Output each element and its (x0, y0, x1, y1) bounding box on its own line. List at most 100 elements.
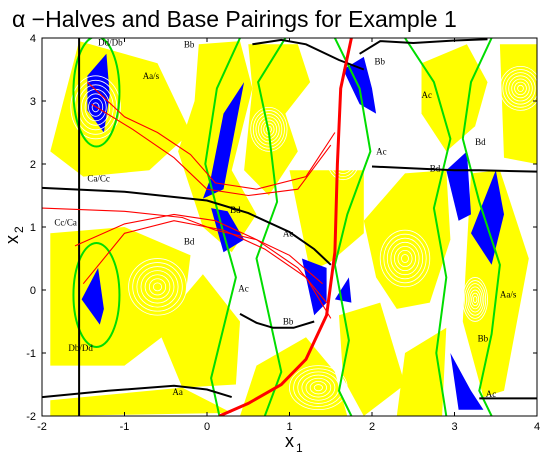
contour-ring-7-4 (467, 286, 483, 313)
contour-ring-4-2 (309, 380, 327, 395)
annotation-label-17: Aa/s (500, 290, 517, 300)
x-tick-label-4: 2 (369, 421, 375, 433)
separatrix-line-0 (42, 186, 332, 266)
contour-ring-6-6 (328, 138, 358, 178)
contour-ring-0-4 (140, 270, 175, 304)
alpha-half-region-6 (446, 151, 471, 221)
annotation-label-15: Bd (475, 137, 486, 147)
boundary-loop-lower (72, 242, 121, 349)
contour-ring-5-7 (70, 75, 121, 140)
x-axis-label-subscript: 1 (296, 441, 303, 455)
contour-ring-2-4 (390, 241, 420, 276)
alpha-half-region-8 (450, 353, 484, 410)
y-axis-ticks: -2 -1 0 1 2 3 4 (26, 33, 537, 423)
annotation-label-0: Dd/Db (98, 38, 123, 48)
contour-band-12 (421, 44, 488, 152)
contour-ring-3-4 (508, 75, 533, 102)
contour-ring-0-5 (136, 266, 179, 308)
contour-band-9 (363, 170, 451, 309)
contour-ring-1-4 (258, 116, 280, 143)
annotation-label-9: Bb (283, 317, 294, 327)
contour-ring-0-1 (152, 282, 162, 292)
contour-ring-1-7 (250, 106, 288, 152)
contour-ring-3-5 (505, 72, 536, 105)
contour-ring-5-5 (77, 84, 114, 131)
contour-ring-7-1 (472, 295, 478, 303)
y-tick-label-3: 1 (30, 222, 36, 234)
contour-ring-4-4 (301, 374, 336, 401)
contour-ring-7-2 (471, 292, 480, 307)
contour-ring-0-3 (144, 274, 171, 300)
boundary-curve-3 (404, 38, 452, 416)
contour-ring-6-4 (333, 144, 353, 171)
contour-ring-4-1 (313, 384, 323, 392)
contour-ring-4-6 (293, 368, 344, 407)
x-tick-label-5: 3 (451, 421, 457, 433)
boundary-curve-4 (461, 38, 501, 416)
contour-band-4 (157, 274, 240, 388)
boundary-curve-2 (333, 38, 372, 416)
x-tick-label-0: -2 (37, 421, 47, 433)
contour-band-8 (339, 302, 405, 416)
y-tick-label-1: -1 (26, 348, 36, 360)
trajectory-line-13 (218, 38, 353, 416)
alpha-half-region-2 (202, 82, 245, 199)
annotation-label-7: Ac (283, 228, 294, 238)
boundary-loop-upper (72, 38, 121, 148)
y-tick-label-0: -2 (26, 411, 36, 423)
contour-ring-2-6 (383, 233, 427, 284)
contour-ring-1-5 (255, 113, 283, 146)
contour-ring-7-3 (469, 289, 481, 310)
trajectory-line-10 (82, 220, 332, 319)
contour-ring-0-7 (128, 258, 187, 316)
separatrix-line-1 (239, 313, 315, 329)
contour-ring-3-3 (511, 78, 530, 99)
trajectory-line-9 (74, 213, 328, 303)
annotation-label-4: Cc/Ca (54, 218, 77, 228)
contour-ring-4-3 (305, 377, 332, 398)
annotation-label-6: Bd (184, 237, 195, 247)
chart-title: α −Halves and Base Pairings for Example … (12, 6, 457, 32)
trajectory-line-12 (91, 103, 332, 197)
annotation-layer: Dd/Db Bb Aa/s Ca/Cc Cc/Ca Bd Bd Ac Ac Bb Db/Dd Aa Bb… (54, 38, 516, 400)
alpha-half-region-9 (334, 277, 352, 303)
contour-ring-2-7 (379, 229, 431, 288)
separatrix-line-2 (42, 384, 232, 399)
contour-ring-5-3 (84, 93, 107, 122)
contour-lines-layer (70, 66, 537, 411)
y-tick-label-5: 3 (30, 96, 36, 108)
y-tick-label-6: 4 (30, 33, 36, 45)
trajectory-line-11 (87, 81, 336, 190)
annotation-label-16: Bd (430, 164, 441, 174)
boundary-curve-1 (255, 38, 287, 416)
x-axis-ticks: -2 -1 0 1 2 3 4 (37, 38, 540, 433)
contour-ring-3-6 (502, 69, 537, 108)
series-layer (42, 38, 537, 416)
contour-ring-0-6 (132, 262, 183, 312)
contour-ring-2-3 (393, 245, 416, 271)
boundary-curve-0 (204, 38, 241, 416)
alpha-half-region-7 (471, 170, 504, 265)
contour-ring-7-6 (464, 280, 487, 319)
annotation-label-12: Bb (375, 57, 386, 67)
annotation-label-8: Ac (238, 283, 249, 293)
contour-ring-0-2 (148, 278, 167, 296)
contour-band-2 (50, 387, 232, 416)
x-tick-label-2: 0 (204, 421, 210, 433)
contour-ring-4-7 (289, 365, 348, 411)
contour-ring-2-1 (401, 254, 409, 263)
y-axis-label: x (2, 235, 22, 244)
contour-ring-3-7 (499, 66, 537, 111)
contour-ring-6-5 (330, 141, 356, 174)
y-tick-label-4: 2 (30, 159, 36, 171)
contour-ring-7-7 (462, 277, 488, 322)
x-tick-label-1: -1 (120, 421, 130, 433)
contour-ring-3-2 (514, 81, 527, 96)
y-axis-label-group: x 2 (2, 226, 26, 244)
contour-ring-1-6 (252, 110, 285, 149)
annotation-label-14: Ac (376, 147, 387, 157)
contour-band-10 (396, 327, 447, 416)
annotation-label-18: Bb (478, 334, 489, 344)
contour-ring-6-1 (340, 154, 346, 162)
